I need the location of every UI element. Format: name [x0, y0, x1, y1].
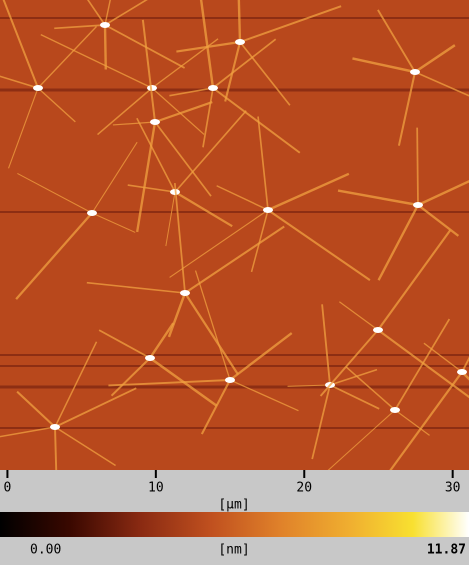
crystal-core	[235, 39, 245, 45]
crystal-core	[150, 119, 160, 125]
afm-image	[0, 0, 469, 550]
x-axis-label: [μm]	[218, 498, 249, 513]
crystal-core	[457, 369, 467, 375]
colorbar-min: 0.00	[30, 543, 61, 558]
crystal-core	[50, 424, 60, 430]
crystal-core	[410, 69, 420, 75]
crystal-arm	[417, 128, 418, 205]
colorbar	[0, 512, 469, 537]
crystal-core	[263, 207, 273, 213]
colorbar-unit: [nm]	[218, 543, 249, 558]
x-tick-label: 0	[4, 481, 12, 496]
crystal-core	[390, 407, 400, 413]
crystal-core	[180, 290, 190, 296]
crystal-core	[33, 85, 43, 91]
crystal-core	[413, 202, 423, 208]
crystal-core	[87, 210, 97, 216]
crystal-core	[100, 22, 110, 28]
crystal-core	[373, 327, 383, 333]
crystal-core	[145, 355, 155, 361]
x-tick-label: 10	[148, 481, 164, 496]
colorbar-max: 11.87	[427, 543, 466, 558]
crystal-core	[225, 377, 235, 383]
crystal-core	[208, 85, 218, 91]
x-tick-label: 30	[445, 481, 461, 496]
afm-view: 0 10 20 30 [μm] 0.00 [nm] 11.87	[0, 0, 469, 565]
crystal-arm	[105, 25, 106, 69]
page: 0102030 [μm] 0.00 [nm] 11.87 (() => { co…	[0, 0, 469, 565]
x-tick-label: 20	[296, 481, 312, 496]
